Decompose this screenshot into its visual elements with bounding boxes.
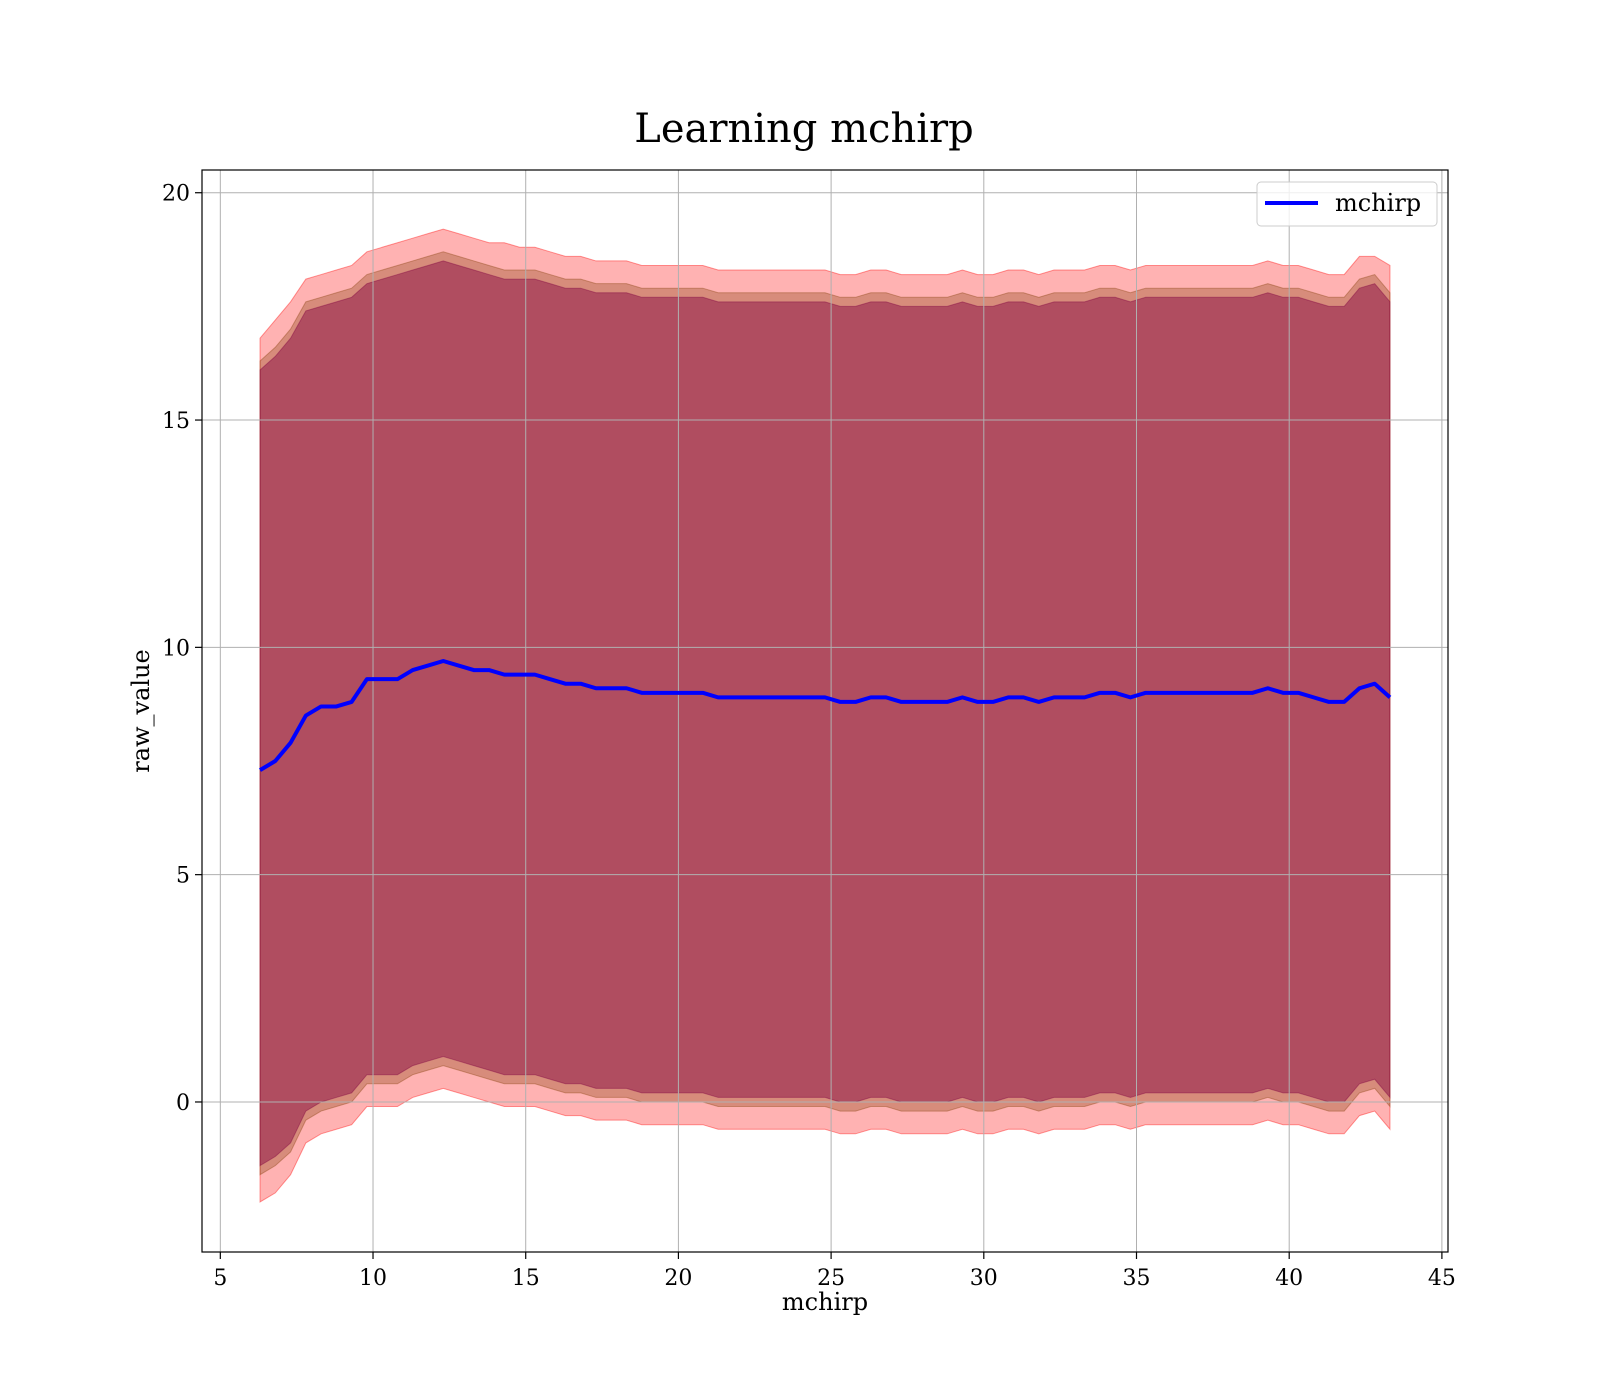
series-lines (259, 658, 1392, 772)
series-line-mchirp (259, 658, 1392, 772)
legend-entry-mchirp: mchirp (1335, 189, 1421, 217)
y-tick-label-15: 15 (162, 409, 190, 434)
x-tick-label-45: 45 (1428, 1266, 1456, 1291)
band-0 (259, 228, 1391, 1203)
x-axis-label: mchirp (782, 1288, 868, 1316)
band-1 (259, 251, 1391, 1176)
y-tick-label-0: 0 (176, 1091, 190, 1116)
legend: mchirp (1256, 181, 1438, 227)
x-tick-label-25: 25 (817, 1266, 845, 1291)
chart-title: Learning mchirp (634, 106, 973, 152)
y-axis-ticks: 0 5 10 15 20 (162, 182, 202, 1116)
axes-frame (201, 169, 1449, 1253)
x-tick-label-15: 15 (512, 1266, 540, 1291)
band-2 (259, 260, 1391, 1167)
y-tick-label-10: 10 (162, 636, 190, 661)
x-tick-label-10: 10 (359, 1266, 387, 1291)
x-tick-label-35: 35 (1123, 1266, 1151, 1291)
x-tick-label-5: 5 (213, 1266, 227, 1291)
legend-box (1256, 181, 1438, 227)
x-tick-label-40: 40 (1275, 1266, 1303, 1291)
confidence-bands (259, 228, 1391, 1203)
plot-area (201, 169, 1449, 1253)
grid-lines (202, 170, 1448, 1252)
y-axis-label: raw_value (127, 649, 155, 773)
y-tick-label-20: 20 (162, 182, 190, 207)
x-axis-ticks: 5 10 15 20 25 30 35 40 45 (213, 1252, 1456, 1291)
x-tick-label-30: 30 (970, 1266, 998, 1291)
y-tick-label-5: 5 (176, 864, 190, 889)
x-tick-label-20: 20 (664, 1266, 692, 1291)
